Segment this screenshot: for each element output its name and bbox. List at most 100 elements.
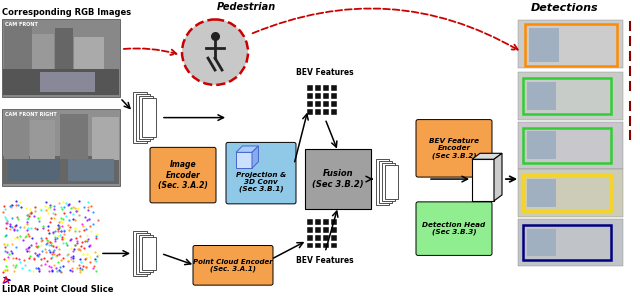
Bar bbox=[385, 165, 398, 199]
Bar bbox=[2, 19, 120, 97]
FancyBboxPatch shape bbox=[150, 147, 216, 203]
Bar bbox=[315, 219, 321, 225]
Bar bbox=[315, 227, 321, 233]
Bar bbox=[323, 243, 329, 249]
Polygon shape bbox=[472, 153, 502, 159]
Bar bbox=[4, 24, 32, 79]
Bar bbox=[518, 169, 623, 217]
Text: BEV Features: BEV Features bbox=[296, 256, 354, 265]
Text: CAM FRONT: CAM FRONT bbox=[5, 22, 38, 27]
Text: CAM FRONT RIGHT: CAM FRONT RIGHT bbox=[5, 112, 57, 117]
Bar bbox=[518, 219, 623, 266]
Bar bbox=[523, 175, 611, 211]
Bar bbox=[60, 114, 88, 159]
Bar bbox=[331, 235, 337, 240]
Bar bbox=[3, 156, 119, 184]
FancyBboxPatch shape bbox=[193, 246, 273, 285]
Bar bbox=[331, 101, 337, 107]
Bar bbox=[136, 94, 150, 141]
FancyBboxPatch shape bbox=[416, 120, 492, 177]
Bar bbox=[323, 109, 329, 115]
Bar bbox=[527, 131, 556, 159]
Text: Projection &
3D Conv
(Sec 3.B.1): Projection & 3D Conv (Sec 3.B.1) bbox=[236, 172, 286, 192]
Bar bbox=[527, 82, 556, 110]
Bar bbox=[523, 78, 611, 114]
Bar bbox=[30, 120, 55, 159]
Text: BEV Features: BEV Features bbox=[296, 68, 354, 77]
Bar bbox=[307, 85, 313, 91]
Bar bbox=[315, 109, 321, 115]
Bar bbox=[379, 161, 392, 203]
Bar bbox=[529, 28, 559, 62]
Polygon shape bbox=[236, 146, 259, 152]
Bar bbox=[8, 159, 60, 181]
Bar bbox=[315, 101, 321, 107]
Bar bbox=[315, 235, 321, 240]
Text: Point Cloud Encoder
(Sec. 3.A.1): Point Cloud Encoder (Sec. 3.A.1) bbox=[193, 259, 273, 272]
Bar bbox=[331, 243, 337, 249]
Bar bbox=[68, 159, 114, 181]
Bar bbox=[315, 85, 321, 91]
Bar bbox=[323, 101, 329, 107]
Bar bbox=[331, 227, 337, 233]
Bar bbox=[133, 231, 147, 276]
Bar bbox=[307, 109, 313, 115]
Bar bbox=[32, 34, 54, 79]
Bar bbox=[523, 225, 611, 260]
Bar bbox=[323, 85, 329, 91]
Bar bbox=[133, 92, 147, 143]
Bar bbox=[307, 235, 313, 240]
Bar bbox=[527, 179, 556, 207]
Bar bbox=[323, 93, 329, 99]
Bar bbox=[307, 101, 313, 107]
Bar bbox=[331, 109, 337, 115]
FancyBboxPatch shape bbox=[305, 149, 371, 209]
Bar bbox=[527, 229, 556, 256]
Bar bbox=[136, 233, 150, 274]
Bar bbox=[518, 72, 623, 120]
Text: BEV Feature
Encoder
(Sec 3.B.2): BEV Feature Encoder (Sec 3.B.2) bbox=[429, 138, 479, 159]
FancyBboxPatch shape bbox=[226, 142, 296, 204]
Text: Pedestrian: Pedestrian bbox=[217, 2, 276, 11]
FancyBboxPatch shape bbox=[416, 202, 492, 255]
Bar bbox=[55, 28, 73, 76]
Bar bbox=[307, 93, 313, 99]
Bar bbox=[382, 163, 395, 201]
Bar bbox=[4, 112, 29, 159]
Bar bbox=[142, 236, 156, 270]
Text: Corresponding RGB Images: Corresponding RGB Images bbox=[2, 8, 131, 18]
Text: LiDAR Point Cloud Slice: LiDAR Point Cloud Slice bbox=[2, 285, 113, 294]
Bar bbox=[518, 122, 623, 169]
Bar bbox=[139, 96, 153, 140]
Circle shape bbox=[182, 19, 248, 85]
Bar bbox=[307, 227, 313, 233]
Bar bbox=[315, 243, 321, 249]
Bar bbox=[40, 72, 95, 92]
Bar bbox=[323, 219, 329, 225]
Bar bbox=[92, 117, 119, 160]
Text: Image
Encoder
(Sec. 3.A.2): Image Encoder (Sec. 3.A.2) bbox=[158, 160, 208, 190]
Bar bbox=[142, 98, 156, 137]
Bar bbox=[323, 235, 329, 240]
Bar bbox=[307, 219, 313, 225]
Bar bbox=[74, 37, 104, 72]
Polygon shape bbox=[252, 146, 259, 168]
Polygon shape bbox=[472, 159, 494, 201]
Polygon shape bbox=[236, 152, 252, 168]
Text: Detections: Detections bbox=[531, 2, 599, 13]
Bar bbox=[518, 21, 623, 68]
Bar bbox=[307, 243, 313, 249]
Bar bbox=[331, 219, 337, 225]
Bar bbox=[525, 24, 617, 66]
Text: Fusion
(Sec 3.B.2): Fusion (Sec 3.B.2) bbox=[312, 169, 364, 189]
Bar bbox=[331, 85, 337, 91]
Bar bbox=[315, 93, 321, 99]
Bar bbox=[2, 109, 120, 186]
Bar bbox=[3, 69, 119, 95]
Bar bbox=[323, 227, 329, 233]
Bar bbox=[105, 31, 119, 80]
Bar bbox=[139, 235, 153, 272]
Bar bbox=[523, 127, 611, 163]
Bar bbox=[331, 93, 337, 99]
Bar bbox=[376, 159, 389, 205]
